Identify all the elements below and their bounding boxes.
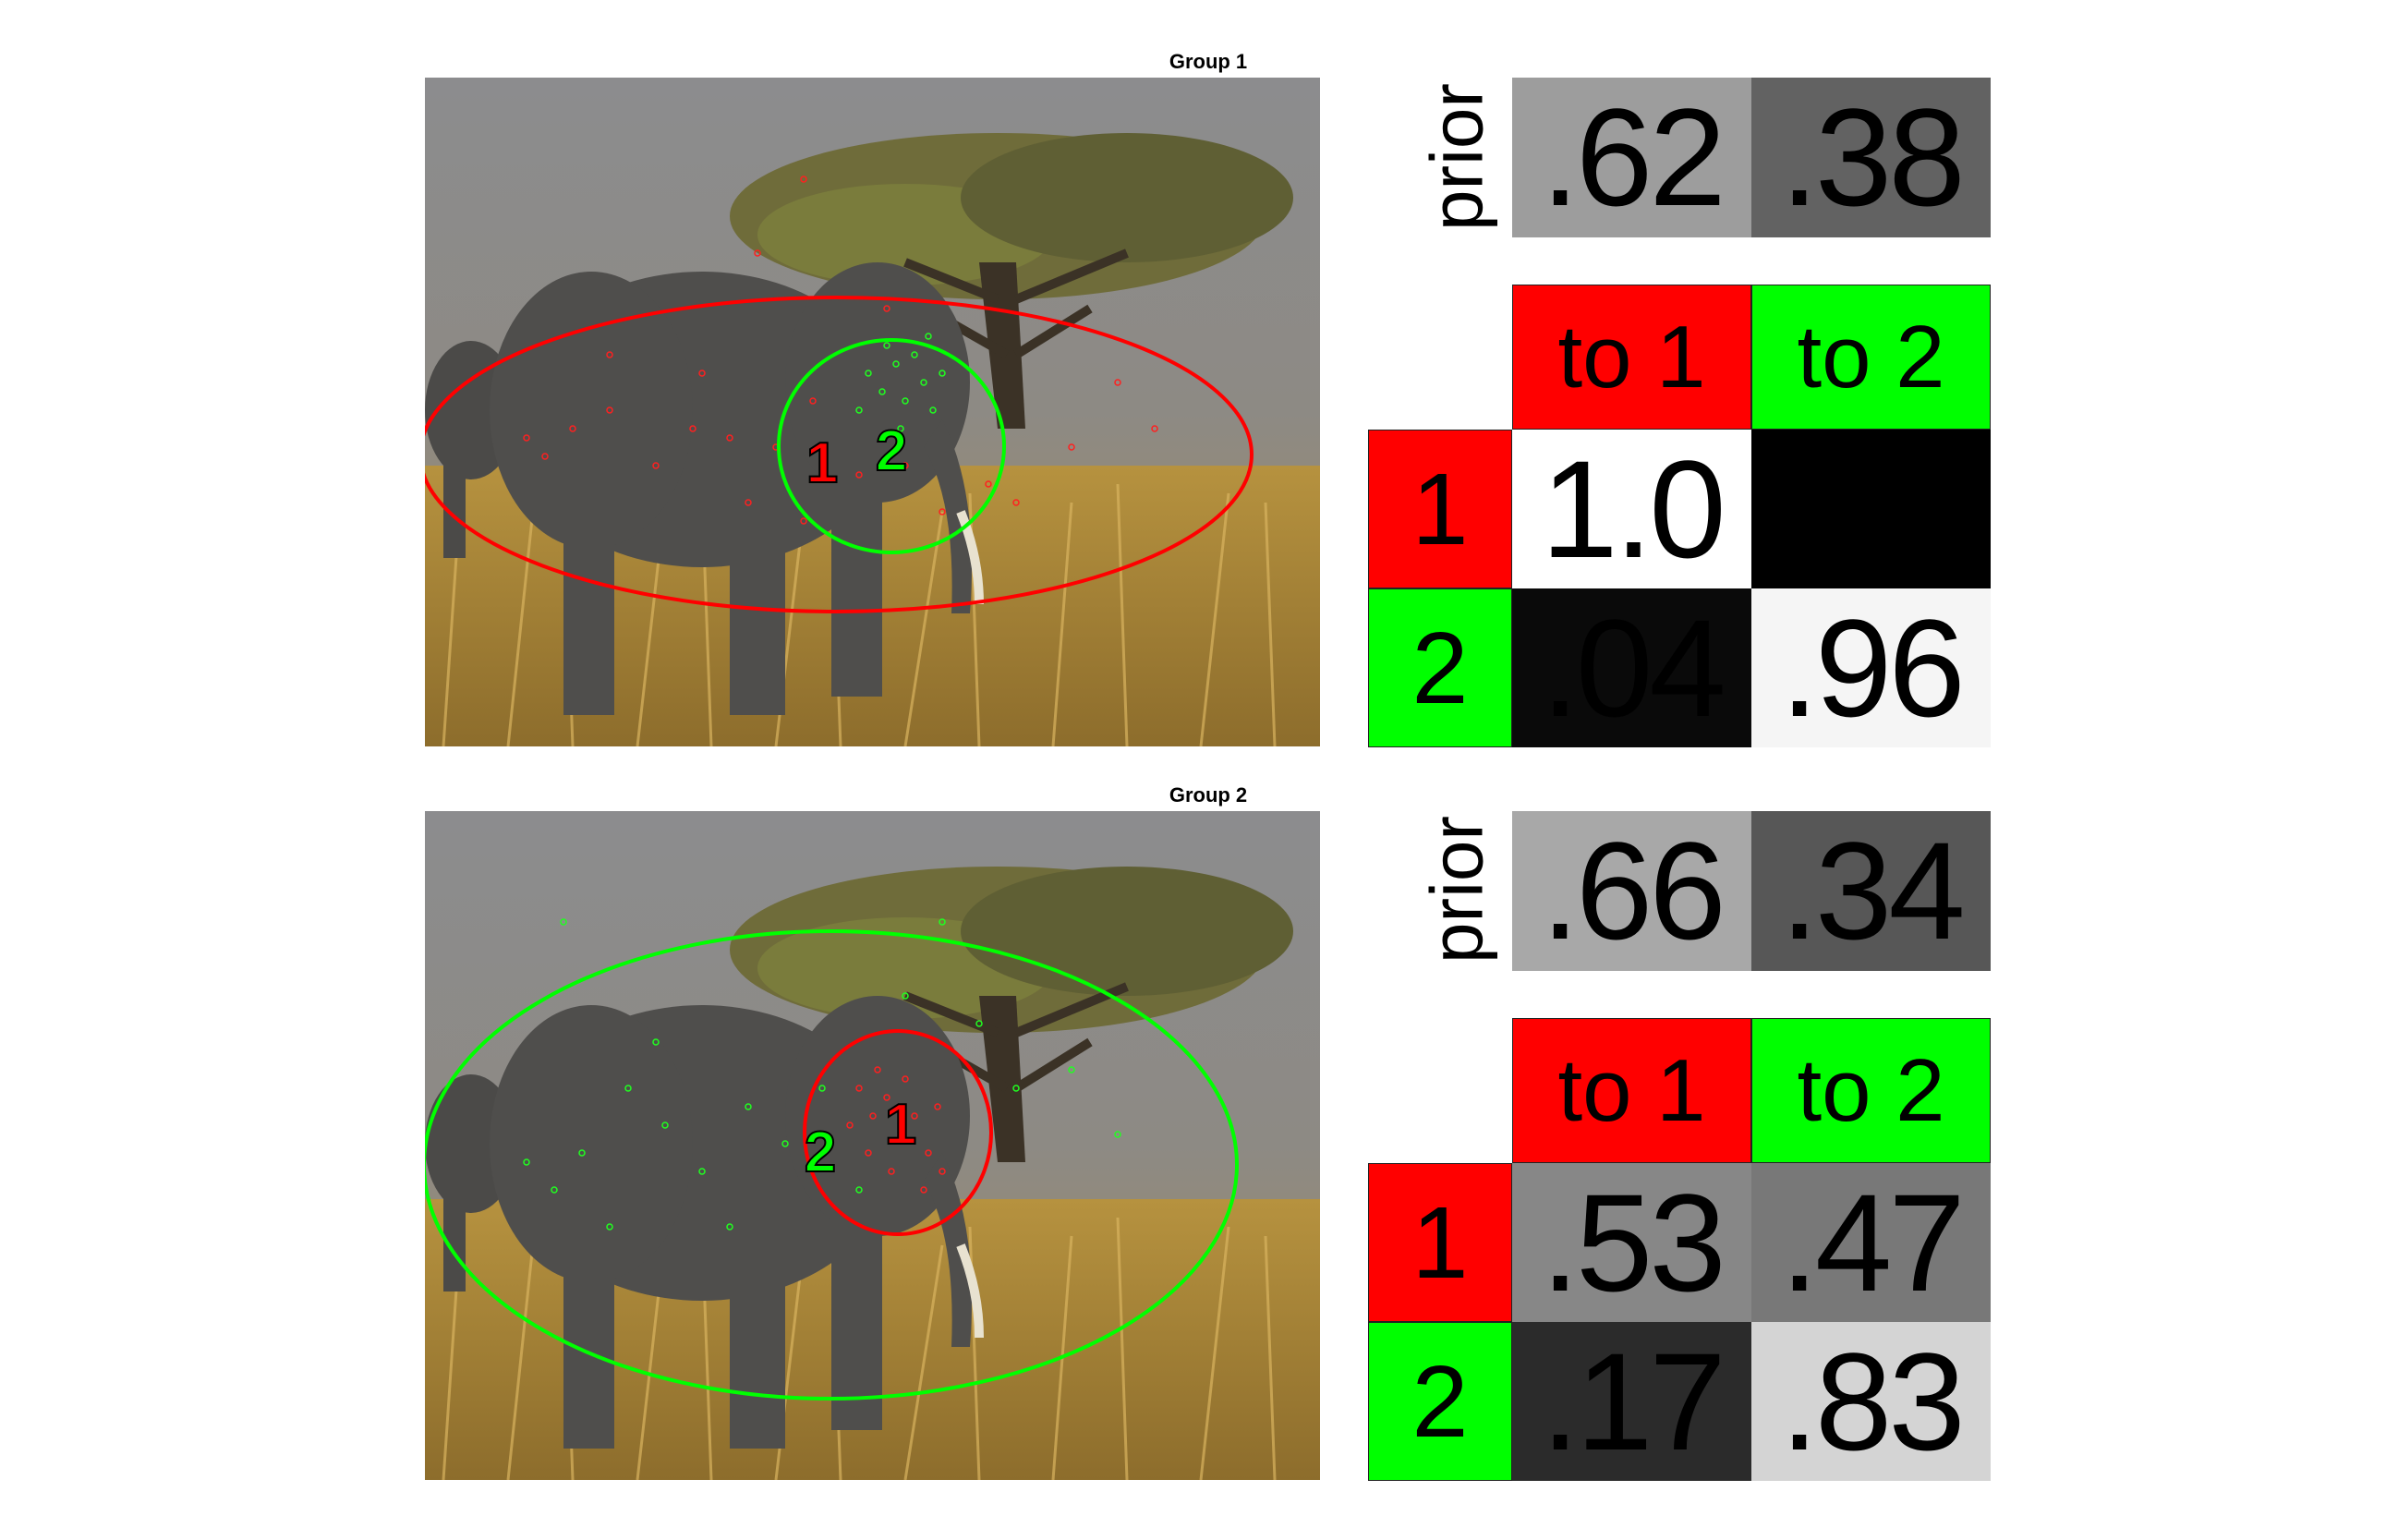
elephant: [490, 262, 984, 715]
group-1-row-header-1: 1: [1368, 430, 1512, 588]
acacia-tree: [730, 867, 1293, 1162]
group-2-row-header-2: 2: [1368, 1322, 1512, 1481]
group-2-cell-1-2: .47: [1751, 1163, 1991, 1322]
group-1-cell-2-2: .96: [1751, 588, 1991, 747]
cluster-2-ellipse: [425, 929, 1239, 1401]
group-1-header-to-1: to 1: [1512, 285, 1751, 430]
group-1-header-to-2: to 2: [1751, 285, 1991, 430]
group-1-cell-1-2: [1751, 430, 1991, 588]
group-1-prior-label: prior: [1415, 82, 1498, 232]
group-2-header-to-2: to 2: [1751, 1018, 1991, 1163]
group-2-prior-label: prior: [1415, 815, 1498, 964]
red-points: [846, 1066, 946, 1194]
cluster-2-label: 2: [876, 419, 907, 483]
group-1-elephant-scene: 1 2: [425, 78, 1320, 746]
group-1-prior-state-1: .62: [1512, 78, 1751, 237]
cluster-1-label: 1: [806, 431, 838, 495]
group-2-header-to-1: to 1: [1512, 1018, 1751, 1163]
cluster-1-ellipse: [425, 296, 1254, 613]
group-2-cell-2-2: .83: [1751, 1322, 1991, 1481]
group-2-prior-state-1: .66: [1512, 811, 1751, 971]
green-points: [523, 918, 1121, 1231]
group-2-prior-state-2: .34: [1751, 811, 1991, 971]
group-2-row-header-1: 1: [1368, 1163, 1512, 1322]
red-points: [523, 176, 1158, 525]
group-1-title: Group 1: [1169, 50, 1248, 73]
group-2-title: Group 2: [1169, 783, 1248, 806]
group-2-cell-1-1: .53: [1512, 1163, 1751, 1322]
cluster-1-ellipse: [803, 1029, 993, 1236]
group-1-cell-2-1: .04: [1512, 588, 1751, 747]
cluster-1-label: 1: [885, 1093, 916, 1157]
acacia-tree: [730, 133, 1293, 429]
group-2-elephant-scene: 1 2: [425, 811, 1320, 1480]
group-1-prior-state-2: .38: [1751, 78, 1991, 237]
cluster-2-ellipse: [777, 338, 1006, 554]
group-1-row-header-2: 2: [1368, 588, 1512, 747]
group-1-cell-1-1: 1.0: [1512, 430, 1751, 588]
elephant: [490, 996, 984, 1449]
cluster-2-label: 2: [805, 1121, 836, 1184]
green-points: [855, 333, 946, 432]
group-2-cell-2-1: .17: [1512, 1322, 1751, 1481]
